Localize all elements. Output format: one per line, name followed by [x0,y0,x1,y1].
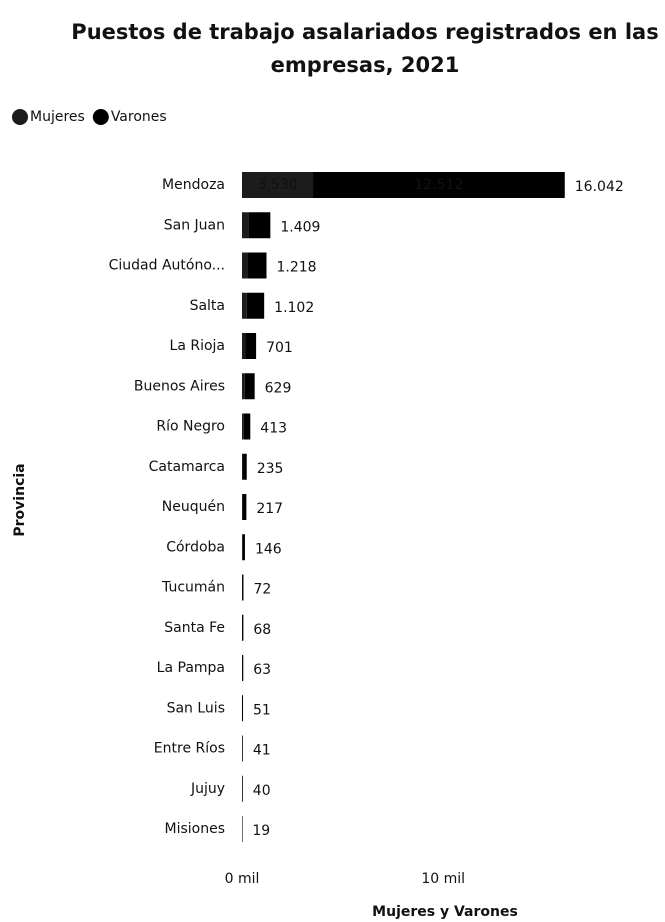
total-label: 63 [253,662,271,678]
total-label: 1.409 [280,219,320,235]
y-tick-label: Mendoza [162,177,225,193]
total-label: 19 [252,823,270,839]
bar-segment [242,574,244,601]
total-label: 41 [253,743,271,759]
bar-segment [242,816,243,842]
total-label: 413 [260,421,287,437]
total-label: 72 [253,582,271,598]
bar-segment [242,534,245,561]
total-label: 217 [256,501,283,517]
y-tick-label: San Juan [164,217,225,233]
bar-segment [242,453,244,480]
total-label: 701 [266,340,293,356]
x-axis-title: Mujeres y Varones [372,904,518,920]
bar-segment [242,494,243,520]
total-label: 51 [253,702,271,718]
total-label: 1.218 [277,260,317,276]
total-label: 1.102 [274,300,314,316]
y-tick-label: Jujuy [190,781,225,797]
bar-segment [242,373,245,400]
bar-segment [242,655,243,681]
y-tick-label: Ciudad Autóno... [109,258,225,274]
y-tick-label: Río Negro [156,419,225,435]
bar-segment [242,534,243,561]
y-axis-title: Provincia [12,463,28,536]
bar-segment [242,574,243,601]
bar-segment [246,292,265,319]
chart-title: Puestos de trabajo asalariados registrad… [71,20,658,77]
y-tick-label: Neuquén [162,499,225,515]
y-tick-label: San Luis [167,700,225,716]
total-label: 40 [253,783,271,799]
y-tick-label: Entre Ríos [154,741,225,757]
bar-segment [242,292,247,319]
bar-segment [242,695,244,722]
legend-marker [12,109,28,125]
bar-segment [242,333,246,359]
segment-label: 12.512 [414,177,463,193]
y-tick-label: La Pampa [157,660,225,676]
bar-segment [243,413,251,440]
y-tick-label: Misiones [165,821,226,837]
y-tick-label: Córdoba [166,539,225,555]
legend-marker [92,109,109,125]
bar-segment [242,735,243,762]
y-tick-label: Santa Fe [164,620,225,636]
bar-segment [242,775,243,802]
bar-segment [242,614,243,641]
bar-segment [313,172,565,198]
bar-segment [242,655,244,681]
bar-segment [242,413,244,440]
y-tick-label: Catamarca [149,459,225,475]
bar-segment [242,252,248,279]
bar-segment [245,333,257,359]
bar-segment [242,494,247,520]
total-label: 235 [257,461,284,477]
x-tick-label: 10 mil [421,871,465,887]
bar-segment [248,212,271,239]
legend-label: Varones [111,109,167,125]
total-label: 146 [255,541,282,557]
bar-segment [243,453,247,480]
y-tick-label: Buenos Aires [134,378,225,394]
segment-label: 3.530 [257,177,297,193]
bar-segment [244,373,255,400]
total-label: 16.042 [575,179,624,195]
y-tick-label: Salta [190,298,225,314]
y-tick-label: La Rioja [170,338,225,354]
bar-segment [242,172,314,198]
bar-segment [242,212,249,239]
x-tick-label: 0 mil [225,871,260,887]
total-label: 68 [253,622,271,638]
y-tick-label: Tucumán [161,580,225,596]
bar-segment [247,252,267,279]
bar-segment [242,614,244,641]
legend-label: Mujeres [30,109,85,125]
total-label: 629 [265,380,292,396]
